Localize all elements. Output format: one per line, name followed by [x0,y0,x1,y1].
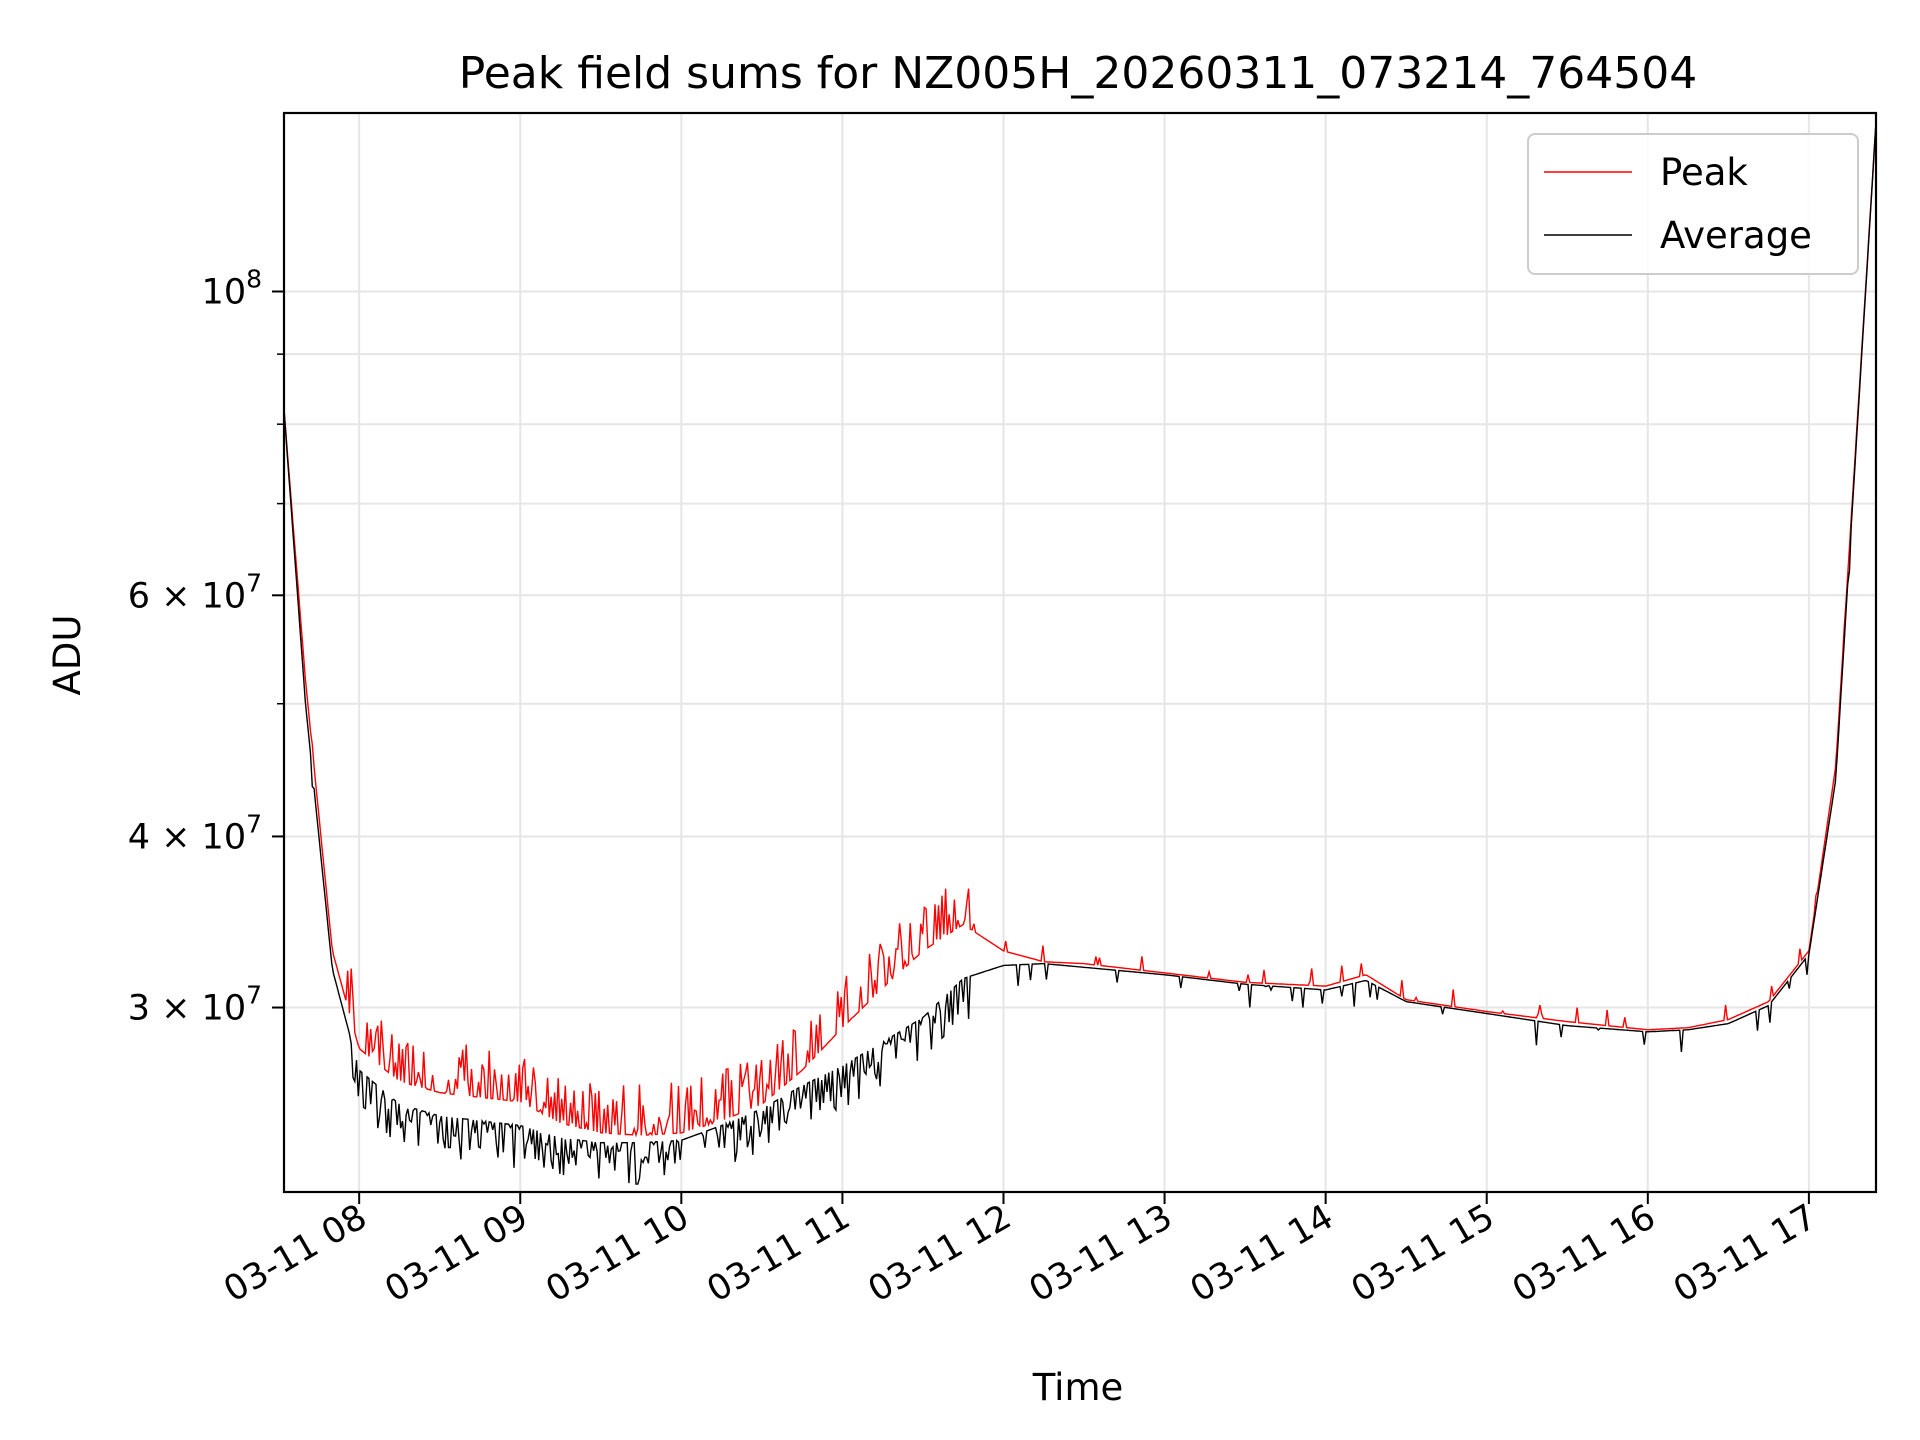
chart-title: Peak field sums for NZ005H_20260311_0732… [459,48,1697,99]
x-tick-label: 03-11 08 [217,1197,373,1310]
x-tick-label: 03-11 09 [378,1197,534,1310]
y-tick-label: 108 [202,264,262,312]
x-tick-label: 03-11 13 [1023,1197,1179,1310]
x-tick-label: 03-11 17 [1667,1197,1823,1310]
legend-box [1527,133,1859,275]
grid [284,113,1876,1192]
ticks: 03-11 08 03-11 09 03-11 10 03-11 11 03-11 12… [128,264,1824,1310]
y-tick-label: 4 × 107 [128,809,262,857]
x-tick-label: 03-11 11 [701,1197,857,1310]
legend-label: Peak [1660,151,1748,194]
series-layer [283,121,1877,1185]
legend-label: Average [1660,214,1812,257]
x-tick-label: 03-11 10 [540,1197,696,1310]
y-tick-label: 3 × 107 [128,981,262,1029]
x-tick-label: 03-11 12 [862,1197,1018,1310]
series-line-average [283,121,1877,1185]
series-line-peak [283,121,1877,1138]
y-axis-label: ADU [46,615,89,696]
plot-frame [282,111,1878,1194]
x-tick-label: 03-11 15 [1345,1197,1501,1310]
legend: Peak Average [1527,133,1859,275]
x-axis-label: Time [1032,1366,1124,1409]
x-tick-label: 03-11 16 [1506,1197,1662,1310]
x-tick-label: 03-11 14 [1184,1197,1340,1310]
y-tick-label: 6 × 107 [128,568,262,616]
